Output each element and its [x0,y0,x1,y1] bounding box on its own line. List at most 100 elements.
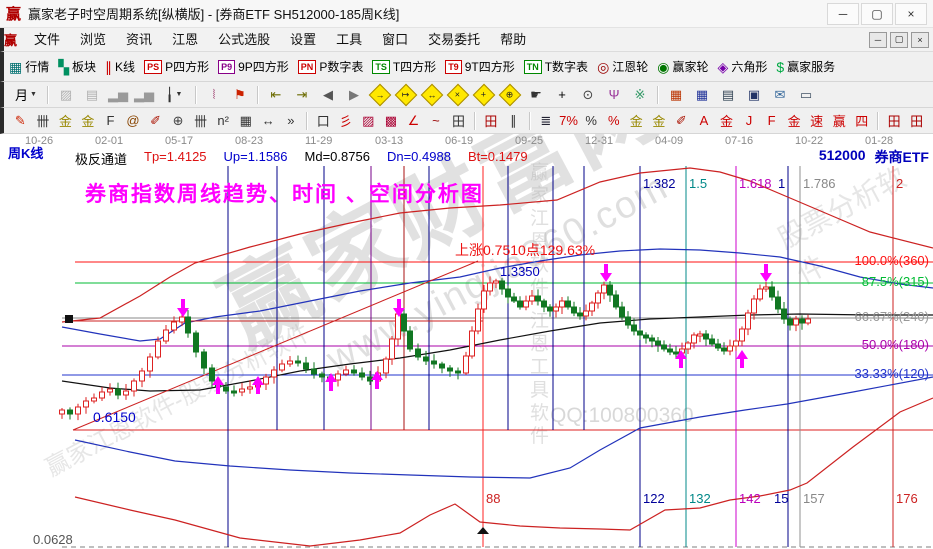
pct-line-button[interactable]: % [603,109,624,132]
notes-disabled-button[interactable]: ▤ [80,83,104,106]
gold-red-button[interactable]: 金 [716,109,737,132]
spiral-button[interactable]: @ [123,109,144,132]
bars-small-9-button[interactable]: ▂▅ [132,83,156,106]
speed-angle-button[interactable]: 速 [806,109,827,132]
box-tool-button[interactable]: 口 [313,109,334,132]
brush-bars-button[interactable]: ✐ [671,109,692,132]
a-wave-button[interactable]: A [694,109,715,132]
toolbar-hexagon-button[interactable]: ◈ 六角形 [718,58,768,75]
chart-area[interactable]: 赢家财富网 www.yingjia360.com QQ:100800360 赢家… [0,134,933,549]
color-flag-button[interactable]: ⚑ [228,83,252,106]
crosshair-tool-button[interactable]: + [550,83,574,106]
pencil-ruler-button[interactable]: ✐ [145,109,166,132]
menu-item-help[interactable]: 帮助 [500,32,527,47]
n-square-button[interactable]: n² [213,109,234,132]
mdi-minimize-button[interactable]: ─ [869,31,887,48]
calendar-button[interactable]: ▦ [664,83,688,106]
notebook-button[interactable]: ▤ [716,83,740,106]
toolbar-t-square-button[interactable]: TS T四方形 [372,58,436,75]
cycle-plus-icon[interactable]: + [472,83,496,106]
send-button[interactable]: ✉ [768,83,792,106]
pct-button[interactable]: % [581,109,602,132]
cycle-both-icon[interactable]: ↔ [420,83,444,106]
minimize-button[interactable]: ─ [827,2,859,25]
bars-measure-button[interactable]: ≣ [536,109,557,132]
hand-tool-button[interactable]: ☛ [524,83,548,106]
price-grid-button[interactable]: 田 [448,109,469,132]
angle-lines-button[interactable]: ∠ [403,109,424,132]
more-tools-button[interactable]: » [281,109,302,132]
j-angle-button[interactable]: J [739,109,760,132]
measure-button[interactable]: ↔ [258,109,279,132]
prev-bar-button[interactable]: ◀ [316,83,340,106]
toolbar-9t-square-button[interactable]: T9 9T四方形 [445,58,515,75]
bars-small-9-icon: ▂▅ [134,86,154,102]
fib-grid-button[interactable]: F [100,109,121,132]
zoom-tool-button[interactable]: ⊙ [576,83,600,106]
calculator-button[interactable]: ▦ [690,83,714,106]
menu-item-formula-picker[interactable]: 公式选股 [218,32,271,47]
gann-grid-button[interactable]: 卌 [33,109,54,132]
four-angle-button[interactable]: 四 [851,109,872,132]
menu-item-tools[interactable]: 工具 [336,32,363,47]
next-bar-button[interactable]: ▶ [342,83,366,106]
kline-chart-canvas[interactable] [0,134,933,549]
parallel-lines-button[interactable]: ∥ [503,109,524,132]
bars-small-3-button[interactable]: ▂▅ [106,83,130,106]
wave-tool-button[interactable]: ⦚ [202,83,226,106]
maximize-button[interactable]: ▢ [861,2,893,25]
gann-tools-button[interactable]: Ψ [602,83,626,106]
menu-item-browse[interactable]: 浏览 [80,32,107,47]
circle-cycle-button[interactable]: ⊕ [168,109,189,132]
menu-item-settings[interactable]: 设置 [290,32,317,47]
toolbar-quotes-button[interactable]: ▦ 行情 [9,58,49,75]
grid-red-button[interactable]: 田 [481,109,502,132]
toolbar-sectors-button[interactable]: ▚ 板块 [58,58,96,75]
candle-style-button[interactable]: ╽ ▼ [158,83,190,106]
toolbar-p-square-button[interactable]: PS P四方形 [144,58,209,75]
grid-yellow-1-button[interactable]: 田 [884,109,905,132]
cycle-tools-button[interactable]: ※ [628,83,652,106]
gold-angle-button[interactable]: 金 [784,109,805,132]
shaded-box-button[interactable]: ▩ [381,109,402,132]
menu-item-trade[interactable]: 交易委托 [428,32,481,47]
close-button[interactable]: × [895,2,927,25]
toolbar-9p-square-button[interactable]: P9 9P四方形 [218,58,289,75]
bar-grid-button[interactable]: 卌 [190,109,211,132]
save-button[interactable]: ▣ [742,83,766,106]
f-angle-button[interactable]: F [761,109,782,132]
grid-yellow-2-button[interactable]: 田 [906,109,927,132]
gold-grid-1-button[interactable]: 金 [55,109,76,132]
cycle-to-icon[interactable]: ↦ [394,83,418,106]
toolbar-kline-button[interactable]: ∥ K线 [105,58,135,75]
pattern-disabled-button[interactable]: ▨ [54,83,78,106]
win-angle-button[interactable]: 赢 [829,109,850,132]
cycle-right-icon[interactable]: → [368,83,392,106]
mdi-close-button[interactable]: × [911,31,929,48]
first-bar-button[interactable]: ⇤ [264,83,288,106]
brush-button[interactable]: ✎ [10,109,31,132]
gold-circle-button[interactable]: 金 [626,109,647,132]
shaded-square-button[interactable]: ▨ [358,109,379,132]
last-bar-button[interactable]: ⇥ [290,83,314,106]
ruler-123-button[interactable]: ▦ [235,109,256,132]
cycle-target-icon[interactable]: ⊕ [498,83,522,106]
menu-item-file[interactable]: 文件 [34,32,61,47]
wave-line-button[interactable]: ~ [426,109,447,132]
cycle-cross-icon[interactable]: × [446,83,470,106]
mdi-restore-button[interactable]: ▢ [890,31,908,48]
period-month-button[interactable]: 月 ▼ [10,83,42,106]
gold-grid-2-button[interactable]: 金 [78,109,99,132]
print-button[interactable]: ▭ [794,83,818,106]
toolbar-gann-wheel-button[interactable]: ◎ 江恩轮 [597,58,648,75]
menu-item-gann[interactable]: 江恩 [172,32,199,47]
pct-7-button[interactable]: 7% [558,109,579,132]
menu-item-window[interactable]: 窗口 [382,32,409,47]
fan-lines-button[interactable]: 彡 [336,109,357,132]
toolbar-p-table-button[interactable]: PN P数字表 [297,58,363,75]
toolbar-winner-service-button[interactable]: $ 赢家服务 [776,58,835,75]
toolbar-winner-wheel-button[interactable]: ◉ 赢家轮 [657,58,708,75]
menu-item-news[interactable]: 资讯 [126,32,153,47]
gold-line-button[interactable]: 金 [649,109,670,132]
toolbar-t-table-button[interactable]: TN T数字表 [523,58,588,75]
